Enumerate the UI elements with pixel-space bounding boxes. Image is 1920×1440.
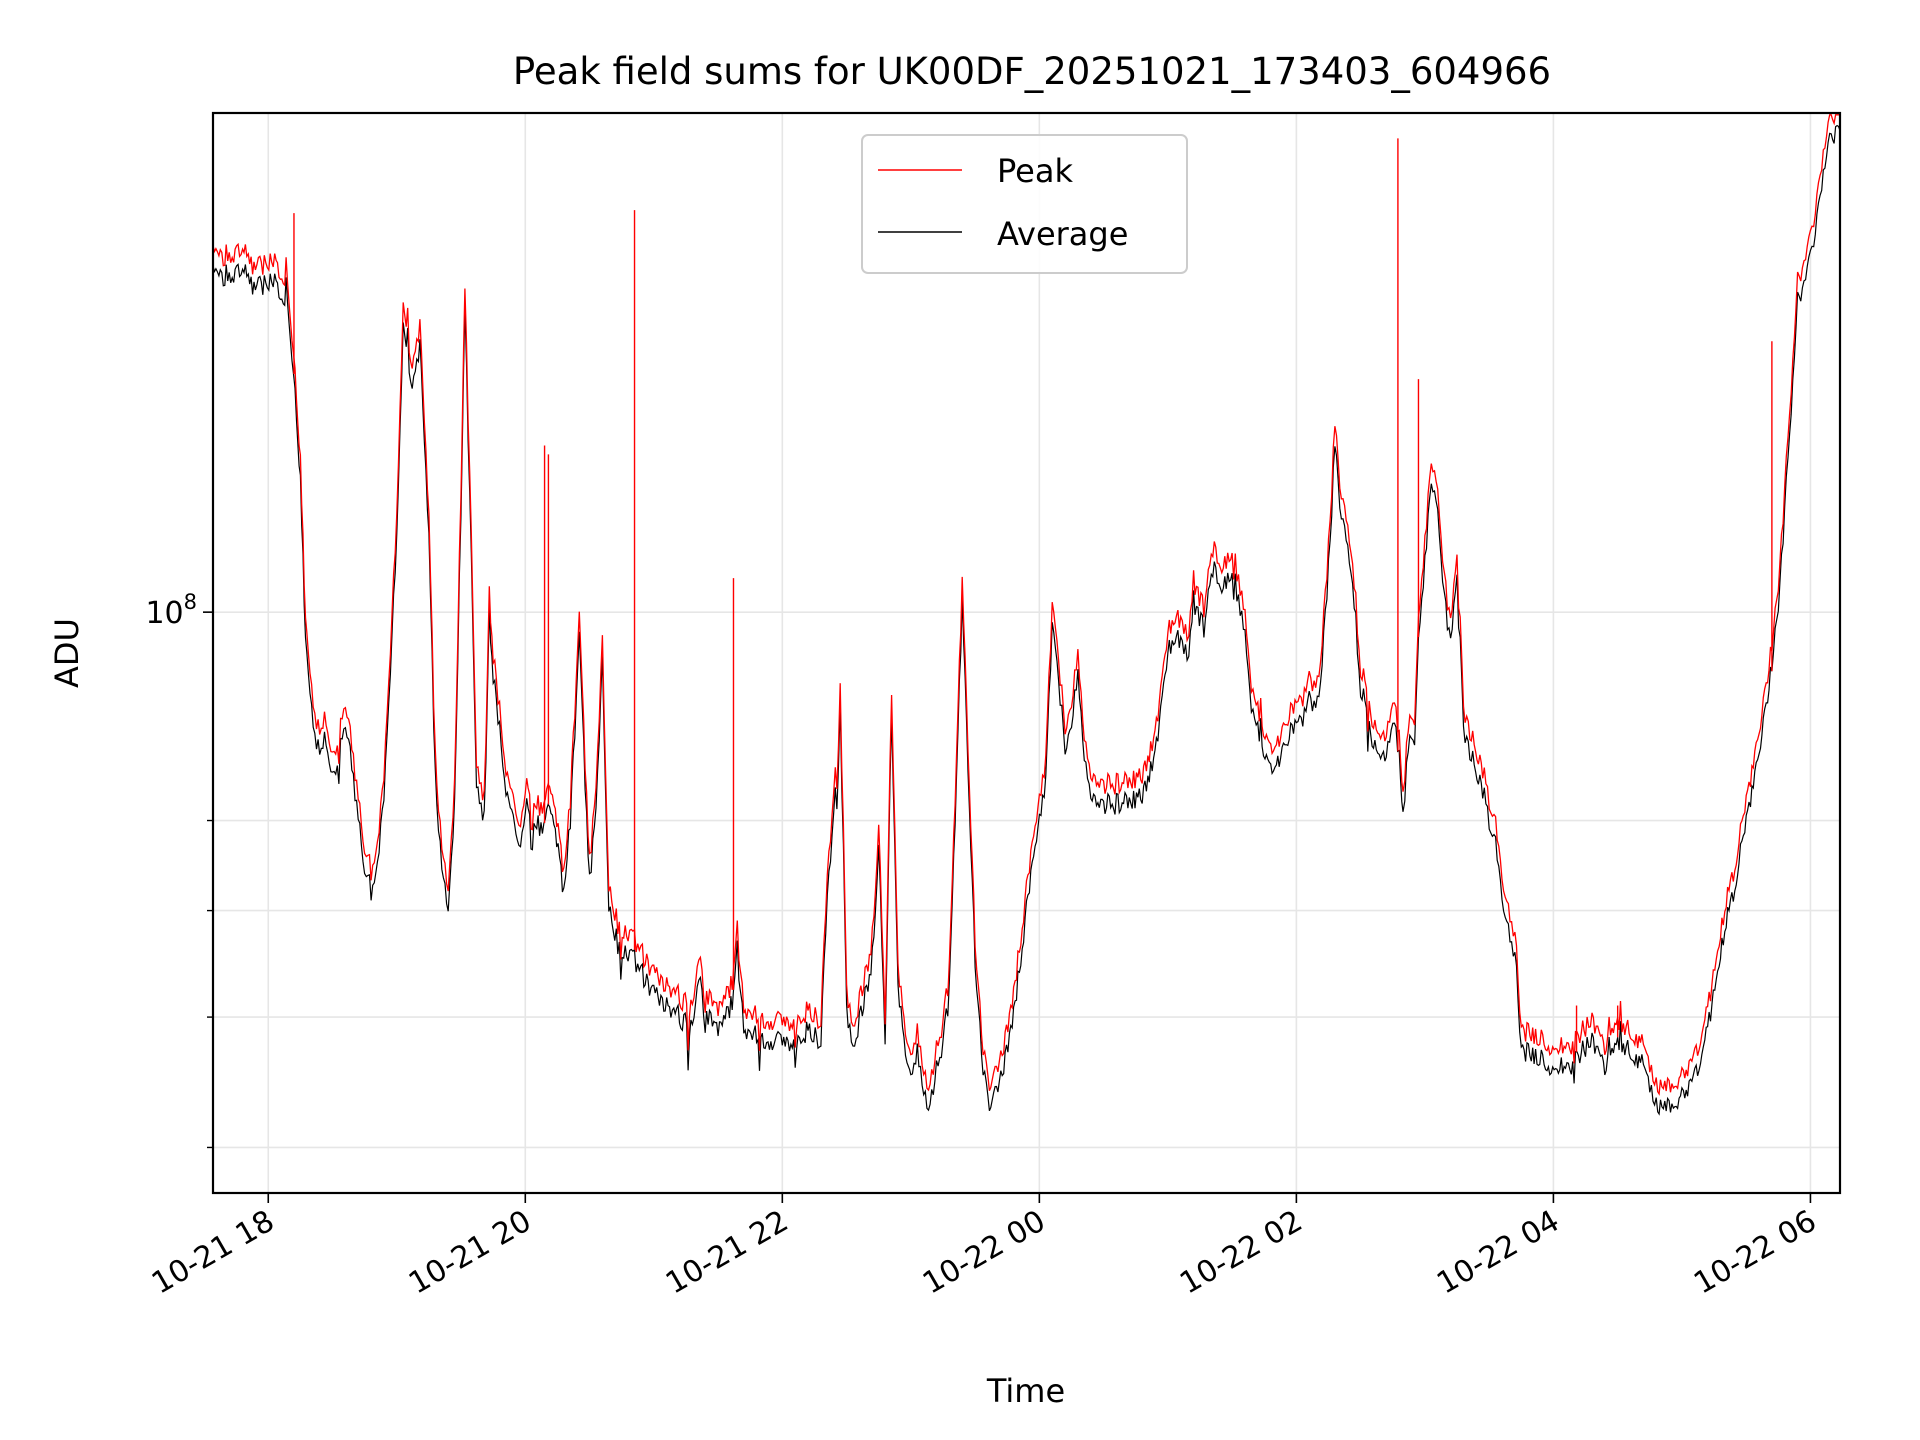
peak-series bbox=[212, 114, 1840, 1096]
peak-line bbox=[212, 114, 1840, 1096]
y-axis-ticks: 108 bbox=[145, 590, 213, 1149]
y-tick-label-exponent: 8 bbox=[184, 590, 197, 614]
x-axis-label: Time bbox=[986, 1372, 1065, 1410]
y-tick-label-base: 10 bbox=[145, 596, 183, 631]
average-series bbox=[212, 124, 1841, 1116]
chart-title: Peak field sums for UK00DF_20251021_1734… bbox=[513, 50, 1551, 93]
grid-lines bbox=[213, 113, 1840, 1193]
y-tick-label: 108 bbox=[145, 590, 197, 631]
legend: Peak Average bbox=[861, 134, 1188, 274]
legend-peak-label: Peak bbox=[997, 152, 1073, 190]
y-axis-label: ADU bbox=[48, 618, 86, 688]
average-line bbox=[212, 124, 1841, 1116]
legend-average-label: Average bbox=[997, 215, 1128, 253]
plot-frame bbox=[211, 111, 1842, 1195]
